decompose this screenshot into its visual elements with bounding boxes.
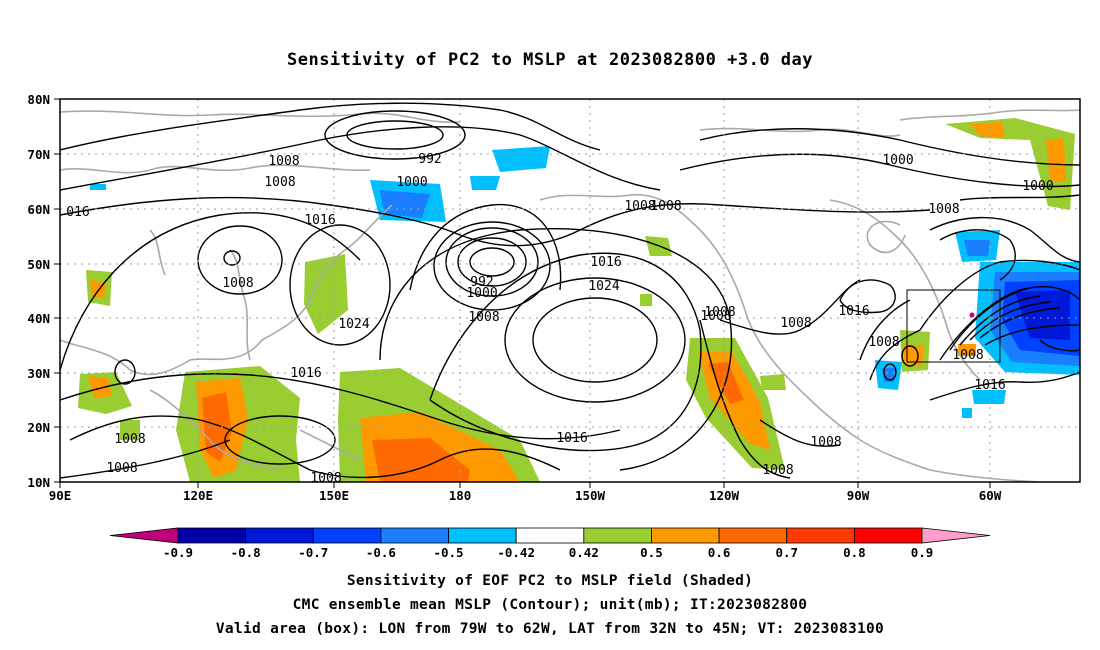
- colorbar-swatch: [312, 527, 382, 544]
- valid-area-box: [906, 289, 1001, 363]
- contour-label: 1016: [556, 431, 587, 446]
- contour-label: 016: [66, 205, 89, 220]
- colorbar: [109, 527, 991, 544]
- contour-label: 1008: [780, 316, 811, 331]
- lon-label: 180: [449, 488, 472, 503]
- contour-label: 1008: [268, 154, 299, 169]
- colorbar-swatch: [177, 527, 247, 544]
- colorbar-swatch: [448, 527, 517, 544]
- colorbar-swatch: [380, 527, 449, 544]
- contour-label: 1016: [290, 366, 321, 381]
- colorbar-tick-label: -0.42: [497, 545, 535, 560]
- lat-label: 50N: [27, 257, 50, 272]
- lat-label: 70N: [27, 147, 50, 162]
- lat-label: 40N: [27, 311, 50, 326]
- lat-label: 60N: [27, 202, 50, 217]
- colorbar-tick-label: -0.7: [298, 545, 328, 560]
- colorbar-tick-label: 0.9: [911, 545, 934, 560]
- lon-label: 90E: [49, 488, 72, 503]
- colorbar-tick-label: -0.8: [231, 545, 261, 560]
- caption-line-2: CMC ensemble mean MSLP (Contour); unit(m…: [292, 597, 808, 613]
- contour-label: 1000: [466, 286, 497, 301]
- contour-label: 1008: [650, 199, 681, 214]
- colorbar-swatch: [786, 527, 855, 544]
- longitude-labels: 90E 120E 150E 180 150W 120W 90W 60W: [49, 488, 1002, 503]
- contour-label: 1008: [310, 471, 341, 486]
- colorbar-swatch: [718, 527, 788, 544]
- contour-label: 1008: [222, 276, 253, 291]
- axis-ticks: [54, 98, 991, 488]
- colorbar-tick-label: 0.6: [708, 545, 731, 560]
- contour-labels: 1008100801699210001016100810081000100010…: [66, 152, 1053, 486]
- contour-label: 1016: [304, 213, 335, 228]
- contour-label: 1016: [590, 255, 621, 270]
- positive-sensitivity-shading: [78, 118, 1075, 482]
- lon-label: 60W: [979, 488, 1002, 503]
- contour-label: 1008: [952, 348, 983, 363]
- lon-label: 120W: [709, 488, 740, 503]
- contour-label: 1008: [264, 175, 295, 190]
- contour-label: 1008: [704, 305, 735, 320]
- mslp-contours: [60, 102, 1080, 479]
- colorbar-swatch: [853, 527, 923, 544]
- map-frame: [59, 98, 1081, 483]
- lat-label: 30N: [27, 366, 50, 381]
- gridlines: [60, 99, 1080, 482]
- caption-line-3: Valid area (box): LON from 79W to 62W, L…: [215, 621, 885, 637]
- figure-title: Sensitivity of PC2 to MSLP at 2023082800…: [286, 50, 813, 70]
- caption-line-1: Sensitivity of EOF PC2 to MSLP field (Sh…: [346, 573, 754, 589]
- contour-label: 1008: [762, 463, 793, 478]
- colorbar-swatch: [515, 527, 585, 544]
- colorbar-tick-label: -0.6: [366, 545, 396, 560]
- lon-label: 150W: [575, 488, 606, 503]
- colorbar-tick-label: 0.8: [843, 545, 866, 560]
- contour-label: 1000: [882, 153, 913, 168]
- colorbar-max-arrow: [921, 527, 991, 544]
- contour-label: 1008: [868, 335, 899, 350]
- colorbar-swatch: [245, 527, 314, 544]
- contour-label: 1000: [1022, 179, 1053, 194]
- contour-label: 1024: [588, 279, 619, 294]
- colorbar-tick-label: 0.42: [569, 545, 599, 560]
- contour-label: 1016: [838, 304, 869, 319]
- colorbar-swatch: [651, 527, 720, 544]
- contour-label: 1016: [974, 378, 1005, 393]
- contour-label: 1024: [338, 317, 369, 332]
- contour-label: 1008: [928, 202, 959, 217]
- contour-label: 992: [470, 275, 493, 290]
- lon-label: 120E: [183, 488, 213, 503]
- contour-label: 1008: [624, 199, 655, 214]
- lat-label: 20N: [27, 420, 50, 435]
- lat-label: 10N: [27, 475, 50, 490]
- colorbar-tick-label: -0.5: [433, 545, 463, 560]
- contour-label: 992: [418, 152, 441, 167]
- contour-label: 1008: [106, 461, 137, 476]
- latitude-labels: 80N 70N 60N 50N 40N 30N 20N 10N: [27, 92, 50, 490]
- colorbar-min-arrow: [109, 527, 179, 544]
- contour-label: 1008: [700, 309, 731, 324]
- colorbar-tick-label: 0.7: [775, 545, 798, 560]
- contour-label: 1008: [468, 310, 499, 325]
- lat-label: 80N: [27, 92, 50, 107]
- colorbar-tick-label: -0.9: [163, 545, 193, 560]
- colorbar-labels: -0.9 -0.8 -0.7 -0.6 -0.5 -0.42 0.42 0.5 0.6 0.7 0.…: [163, 545, 933, 560]
- contour-label: 1008: [114, 432, 145, 447]
- lon-label: 150E: [319, 488, 349, 503]
- colorbar-swatch: [583, 527, 652, 544]
- contour-label: 1008: [810, 435, 841, 450]
- colorbar-tick-label: 0.5: [640, 545, 663, 560]
- contour-label: 1000: [396, 175, 427, 190]
- lon-label: 90W: [847, 488, 870, 503]
